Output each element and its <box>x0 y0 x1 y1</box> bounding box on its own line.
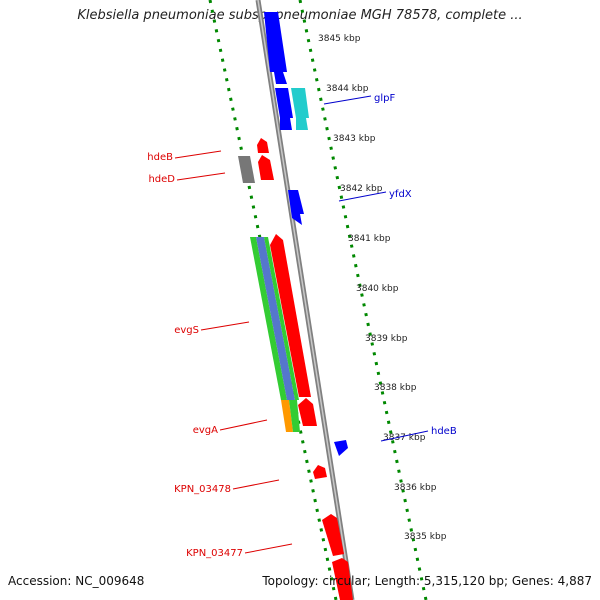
topology-text: Topology: circular; Length: 5,315,120 bp… <box>262 574 592 588</box>
kbp-tick-label: 3838 kbp <box>374 383 417 393</box>
gene-label-yfdx[interactable]: yfdX <box>389 189 412 200</box>
hded-gene-arrow[interactable] <box>258 155 274 180</box>
evgs-leader-line <box>200 321 250 331</box>
kbp-tick-label: 3841 kbp <box>348 234 391 244</box>
gene-label-kpn-03478[interactable]: KPN_03478 <box>174 484 231 495</box>
accession-text: Accession: NC_009648 <box>8 574 145 588</box>
hdeb-leader-line <box>174 150 222 159</box>
kbp-tick-label: 3844 kbp <box>326 84 369 94</box>
kbp-tick-label: 3845 kbp <box>318 34 361 44</box>
yfdx-leader-line <box>338 191 387 202</box>
kpn-03478-leader-line <box>232 479 280 490</box>
hdeb-gene-arrow[interactable] <box>334 440 348 456</box>
evga-leader-line <box>219 419 268 431</box>
kbp-tick-label: 3839 kbp <box>365 334 408 344</box>
hdeb-leader-line <box>380 430 429 442</box>
kbp-tick-label: 3842 kbp <box>340 184 383 194</box>
left-ruler <box>208 0 338 600</box>
kbp-tick-label: 3836 kbp <box>394 483 437 493</box>
unknown-gene-block[interactable] <box>238 156 255 183</box>
gene-label-evga[interactable]: evgA <box>193 425 218 436</box>
gene-label-hdeb[interactable]: hdeB <box>147 152 173 163</box>
kbp-tick-label: 3835 kbp <box>404 532 447 542</box>
map-title: Klebsiella pneumoniae subsp. pneumoniae … <box>77 8 523 23</box>
gene-label-hded[interactable]: hdeD <box>148 174 175 185</box>
forward-gene-arrow[interactable] <box>264 12 287 84</box>
yfdx-gene-arrow[interactable] <box>288 190 304 225</box>
kpn-03477-leader-line <box>244 543 293 554</box>
kpn-03477-gene-arrow[interactable] <box>322 514 344 556</box>
kbp-tick-label: 3837 kbp <box>383 433 426 443</box>
right-ruler <box>298 0 428 600</box>
glpf-leader-line <box>323 95 372 105</box>
evga-feature-green[interactable] <box>289 400 300 432</box>
gene-label-glpf[interactable]: glpF <box>374 93 395 104</box>
hded-leader-line <box>176 172 226 181</box>
gene-label-evgs[interactable]: evgS <box>174 325 199 336</box>
forward-gene-arrow[interactable] <box>275 88 293 130</box>
evga-gene-arrow[interactable] <box>298 398 317 426</box>
gene-arrow-partial[interactable] <box>332 558 353 600</box>
gene-label-hdeb[interactable]: hdeB <box>431 426 457 437</box>
kbp-tick-label: 3840 kbp <box>356 284 399 294</box>
kbp-tick-label: 3843 kbp <box>333 134 376 144</box>
evgs-feature-blue[interactable] <box>256 237 295 400</box>
evgs-gene-arrow[interactable] <box>270 234 311 397</box>
genome-backbone-highlight <box>257 0 353 600</box>
gene-label-kpn-03477[interactable]: KPN_03477 <box>186 548 243 559</box>
evgs-feature-green-2[interactable] <box>264 237 299 400</box>
hdeb-gene-arrow[interactable] <box>257 138 269 153</box>
kpn-03478-gene-arrow[interactable] <box>313 465 327 479</box>
glpf-gene-arrow[interactable] <box>291 88 309 130</box>
evgs-feature-green[interactable] <box>250 237 287 400</box>
